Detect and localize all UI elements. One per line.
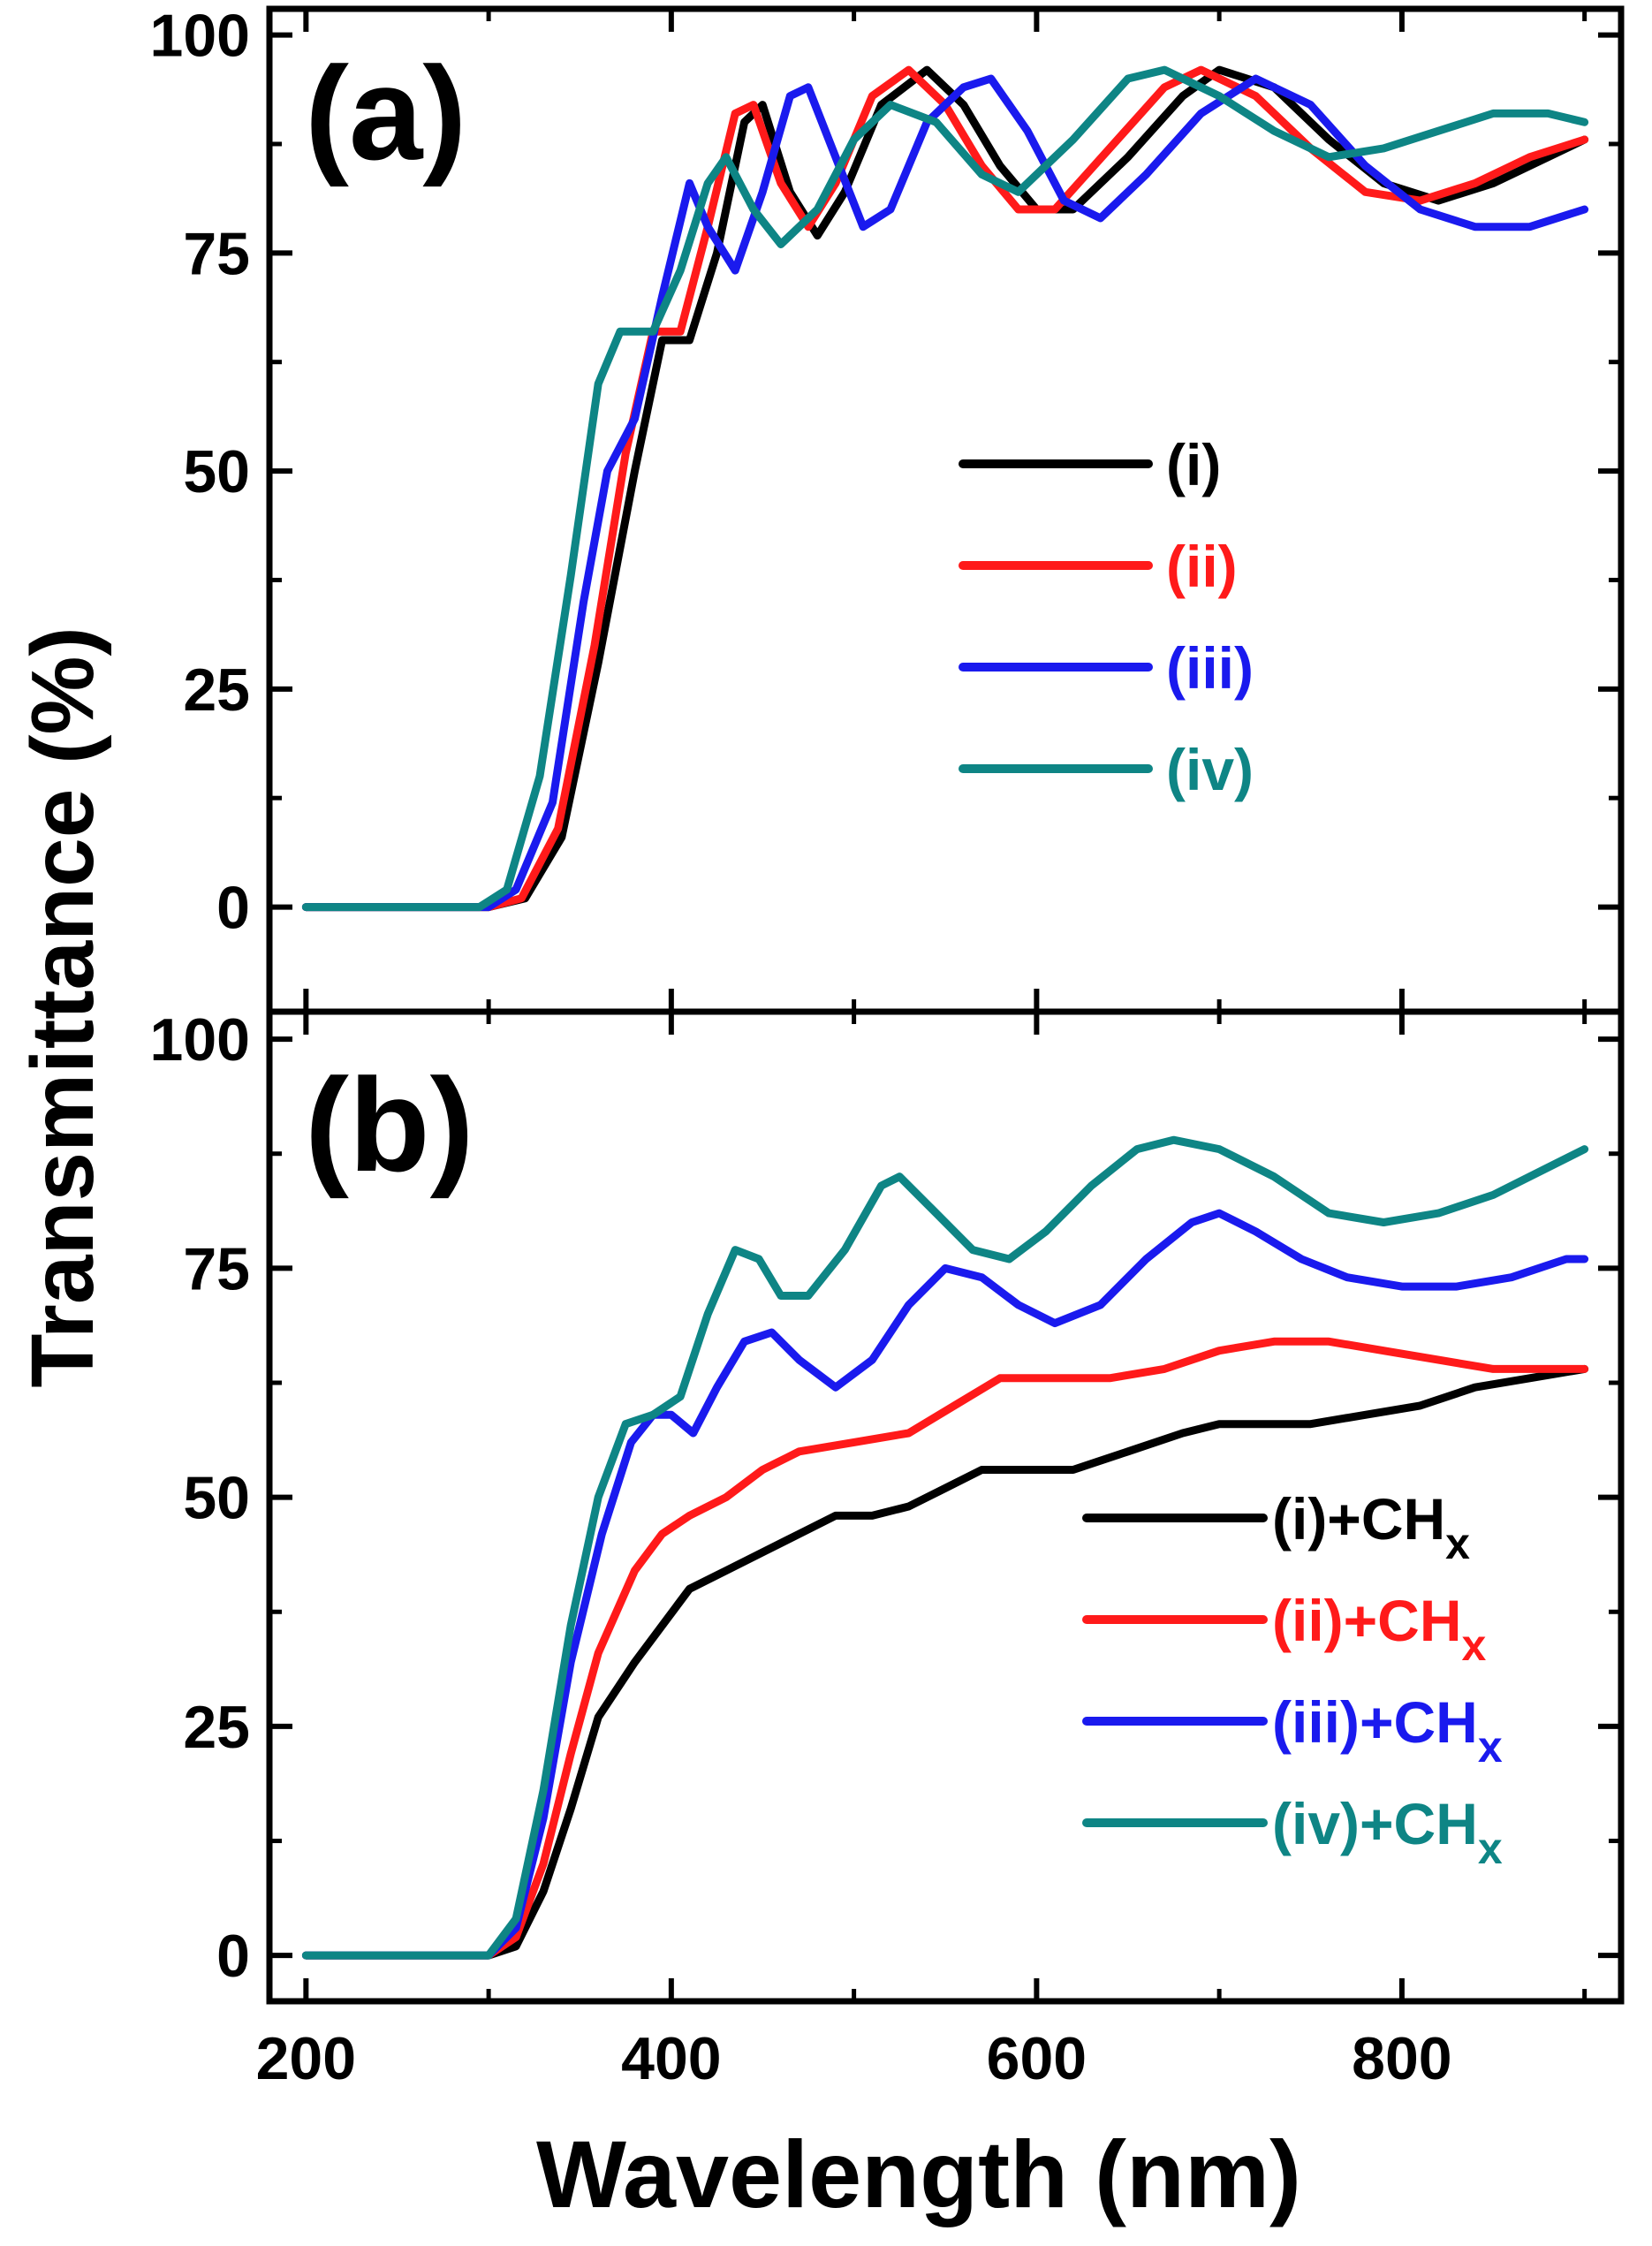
x-tick-label: 600 bbox=[987, 2025, 1087, 2092]
y-tick-label: 25 bbox=[183, 656, 250, 724]
panel-b-y-tick-labels: 0 25 50 75 100 bbox=[150, 1006, 250, 1990]
series-line bbox=[301, 74, 1589, 912]
panel-a-label: (a) bbox=[305, 39, 466, 187]
series-line bbox=[301, 1364, 1589, 1960]
panel-b-series bbox=[301, 1135, 1589, 1960]
x-axis-label: Wavelength (nm) bbox=[536, 2121, 1301, 2227]
x-tick-label: 200 bbox=[256, 2025, 356, 2092]
panel-a-series bbox=[301, 65, 1589, 912]
legend-label: (iv) bbox=[1166, 737, 1254, 802]
series-line bbox=[301, 1135, 1589, 1960]
y-tick-label: 75 bbox=[183, 1235, 250, 1302]
y-tick-label: 50 bbox=[183, 438, 250, 505]
x-tick-label: 800 bbox=[1352, 2025, 1451, 2092]
y-tick-label: 100 bbox=[150, 3, 250, 70]
panel-b-frame bbox=[266, 1008, 1625, 2005]
panel-a: 0 25 50 75 100 (a) (i) (ii) (iii) (iv) bbox=[150, 3, 1625, 1015]
legend-label: (iii) bbox=[1166, 635, 1254, 701]
series-line bbox=[301, 1337, 1589, 1960]
panel-b-label: (b) bbox=[305, 1051, 474, 1199]
y-tick-label: 50 bbox=[183, 1465, 250, 1532]
y-tick-label: 75 bbox=[183, 220, 250, 287]
series-line bbox=[301, 1209, 1589, 1960]
legend-label: (i)+CHx bbox=[1272, 1486, 1470, 1568]
legend-label: (ii) bbox=[1166, 534, 1238, 599]
y-tick-label: 0 bbox=[216, 1923, 250, 1990]
y-tick-label: 25 bbox=[183, 1694, 250, 1761]
series-line bbox=[301, 65, 1589, 912]
y-tick-label: 0 bbox=[216, 875, 250, 942]
x-tick-label: 400 bbox=[621, 2025, 721, 2092]
y-axis-label: Transmittance (%) bbox=[13, 626, 112, 1387]
y-tick-label: 100 bbox=[150, 1006, 250, 1074]
series-line bbox=[301, 65, 1589, 912]
legend-label: (i) bbox=[1166, 432, 1221, 497]
panel-a-legend: (i) (ii) (iii) (iv) bbox=[959, 432, 1254, 802]
panel-a-y-tick-labels: 0 25 50 75 100 bbox=[150, 3, 250, 942]
panel-b-x-tick-labels: 200 400 600 800 bbox=[256, 2025, 1452, 2092]
